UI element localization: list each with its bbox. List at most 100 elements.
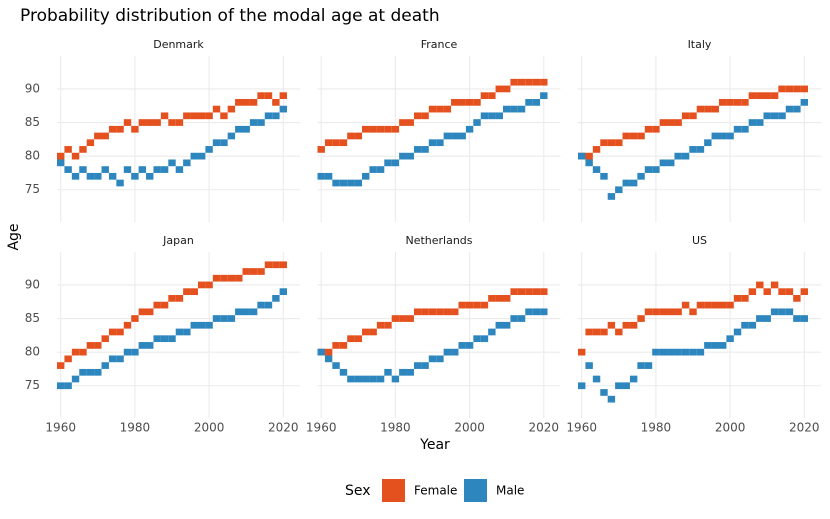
tile — [413, 308, 422, 316]
tile — [183, 159, 191, 167]
tile — [257, 119, 265, 126]
tile — [205, 146, 213, 153]
tile — [510, 105, 518, 113]
tile — [480, 112, 489, 120]
x-tick-label: 1960 — [566, 421, 597, 435]
tile — [249, 99, 258, 106]
tile — [600, 172, 608, 180]
tile — [741, 321, 749, 329]
tile — [637, 362, 645, 369]
tile — [733, 125, 742, 133]
tile — [704, 301, 712, 309]
tile — [249, 308, 258, 316]
tile — [235, 308, 243, 316]
tile — [510, 288, 518, 296]
tile — [257, 92, 265, 100]
x-tick-label: 2000 — [454, 421, 485, 435]
tile — [793, 85, 801, 93]
tile — [510, 78, 518, 86]
tile — [279, 105, 288, 113]
tile — [160, 112, 169, 120]
tile — [629, 179, 638, 187]
tile — [770, 92, 779, 100]
tile — [689, 112, 697, 120]
tile — [726, 335, 734, 343]
tile — [480, 301, 489, 309]
legend-swatch — [382, 479, 405, 502]
tile — [480, 92, 489, 100]
tile — [168, 295, 176, 302]
x-tick-label: 1960 — [306, 421, 337, 435]
tile — [733, 295, 742, 302]
tile — [64, 146, 72, 153]
tile — [681, 152, 690, 160]
tile — [406, 315, 414, 322]
tile — [465, 342, 474, 349]
x-tick-label: 1960 — [45, 421, 76, 435]
tile — [347, 132, 355, 140]
tile — [272, 261, 280, 269]
x-tick-label: 2000 — [715, 421, 746, 435]
tile — [659, 159, 668, 167]
tile — [257, 268, 265, 275]
tile — [637, 172, 645, 180]
tile — [585, 362, 593, 369]
tile — [585, 152, 593, 160]
tile — [652, 125, 660, 133]
tile — [637, 132, 645, 140]
tile — [629, 375, 638, 383]
tile — [332, 179, 340, 187]
tile — [116, 328, 124, 336]
tile — [421, 112, 429, 120]
tile — [458, 99, 466, 106]
tile — [362, 328, 370, 336]
tile — [190, 152, 198, 160]
tile — [279, 261, 288, 269]
tile — [473, 99, 481, 106]
tile — [332, 362, 340, 369]
tile — [532, 288, 541, 296]
tile — [696, 348, 705, 356]
tile — [726, 99, 734, 106]
panel-title: Japan — [162, 234, 194, 247]
tile — [57, 159, 65, 167]
tile — [592, 375, 601, 383]
tile — [770, 308, 779, 316]
tile — [659, 348, 668, 356]
x-tick-label: 1980 — [120, 421, 151, 435]
tile — [324, 348, 333, 356]
tile — [502, 321, 511, 329]
tile — [681, 301, 690, 309]
tile — [785, 105, 794, 113]
tile — [689, 146, 697, 153]
tile — [123, 119, 132, 126]
tile — [465, 99, 474, 106]
panel-title: US — [692, 234, 707, 247]
tile — [131, 172, 139, 180]
tile — [64, 166, 72, 173]
tile — [756, 119, 764, 126]
y-tick-label: 75 — [25, 378, 40, 392]
tile — [674, 152, 682, 160]
tile — [264, 261, 273, 269]
tile — [428, 308, 437, 316]
tile — [376, 321, 385, 329]
x-axis-label: Year — [419, 437, 450, 453]
tile — [190, 288, 198, 296]
tile — [332, 342, 340, 349]
tile — [436, 355, 444, 363]
tile — [257, 301, 265, 309]
tile — [242, 268, 250, 275]
tile — [473, 119, 481, 126]
tile — [733, 99, 742, 106]
tile — [770, 281, 779, 289]
tile — [197, 281, 206, 289]
tile — [711, 105, 719, 113]
tile — [64, 355, 72, 363]
tile — [756, 315, 764, 322]
tile — [659, 119, 668, 126]
tile — [71, 172, 80, 180]
tile — [153, 119, 161, 126]
tile — [532, 99, 541, 106]
tile — [131, 315, 139, 322]
